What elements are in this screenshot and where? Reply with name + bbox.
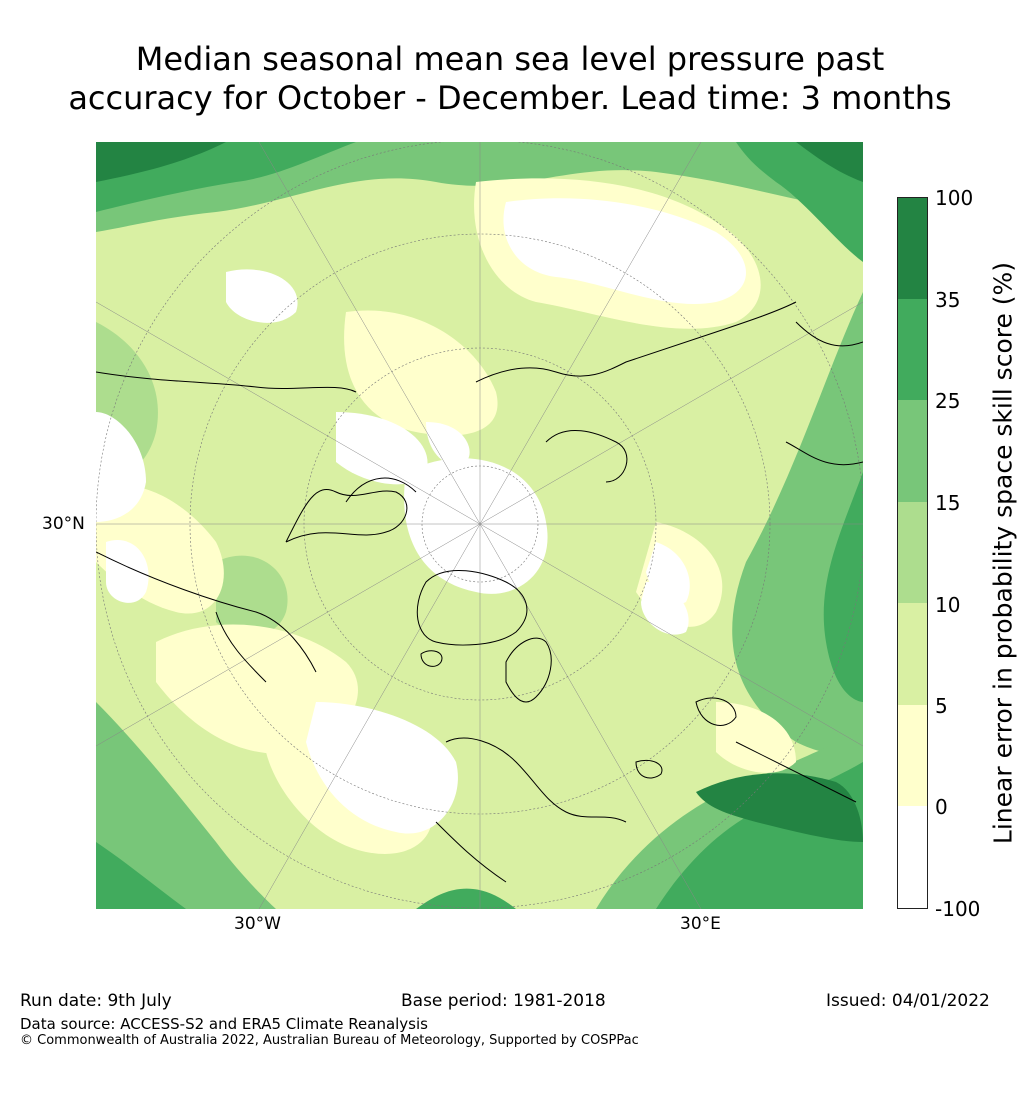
colorbar-bin-0-5 bbox=[898, 705, 927, 806]
colorbar-tick: 35 bbox=[935, 288, 961, 312]
colorbar-bin-5-10 bbox=[898, 603, 927, 705]
colorbar-bin-neg100-0 bbox=[898, 806, 927, 908]
colorbar-bin-25-35 bbox=[898, 299, 927, 400]
colorbar-bin-15-25 bbox=[898, 400, 927, 502]
data-source: Data source: ACCESS-S2 and ERA5 Climate … bbox=[20, 1015, 428, 1033]
colorbar-bin-35-100 bbox=[898, 198, 927, 299]
lon-label-30e: 30°E bbox=[680, 914, 721, 934]
map-title: Median seasonal mean sea level pressure … bbox=[0, 40, 1020, 118]
skill-score-field bbox=[96, 142, 863, 909]
title-line-2: accuracy for October - December. Lead ti… bbox=[68, 79, 952, 117]
copyright: © Commonwealth of Australia 2022, Austra… bbox=[20, 1033, 639, 1048]
colorbar-tick: 25 bbox=[935, 389, 961, 413]
polar-map bbox=[96, 142, 863, 909]
colorbar-bin-10-15 bbox=[898, 502, 927, 603]
base-period: Base period: 1981-2018 bbox=[401, 991, 606, 1011]
colorbar-tick: 10 bbox=[935, 593, 961, 617]
colorbar-tick: 15 bbox=[935, 491, 961, 515]
title-line-1: Median seasonal mean sea level pressure … bbox=[135, 40, 885, 78]
issued-date: Issued: 04/01/2022 bbox=[826, 991, 990, 1011]
lat-label-30n: 30°N bbox=[42, 514, 85, 534]
colorbar bbox=[897, 197, 928, 909]
colorbar-tick: 100 bbox=[935, 186, 974, 210]
colorbar-tick: 5 bbox=[935, 694, 948, 718]
colorbar-tick: -100 bbox=[935, 897, 981, 921]
colorbar-tick: 0 bbox=[935, 795, 948, 819]
lon-label-30w: 30°W bbox=[234, 914, 281, 934]
colorbar-label-text: Linear error in probability space skill … bbox=[988, 261, 1018, 845]
run-date: Run date: 9th July bbox=[20, 991, 172, 1011]
